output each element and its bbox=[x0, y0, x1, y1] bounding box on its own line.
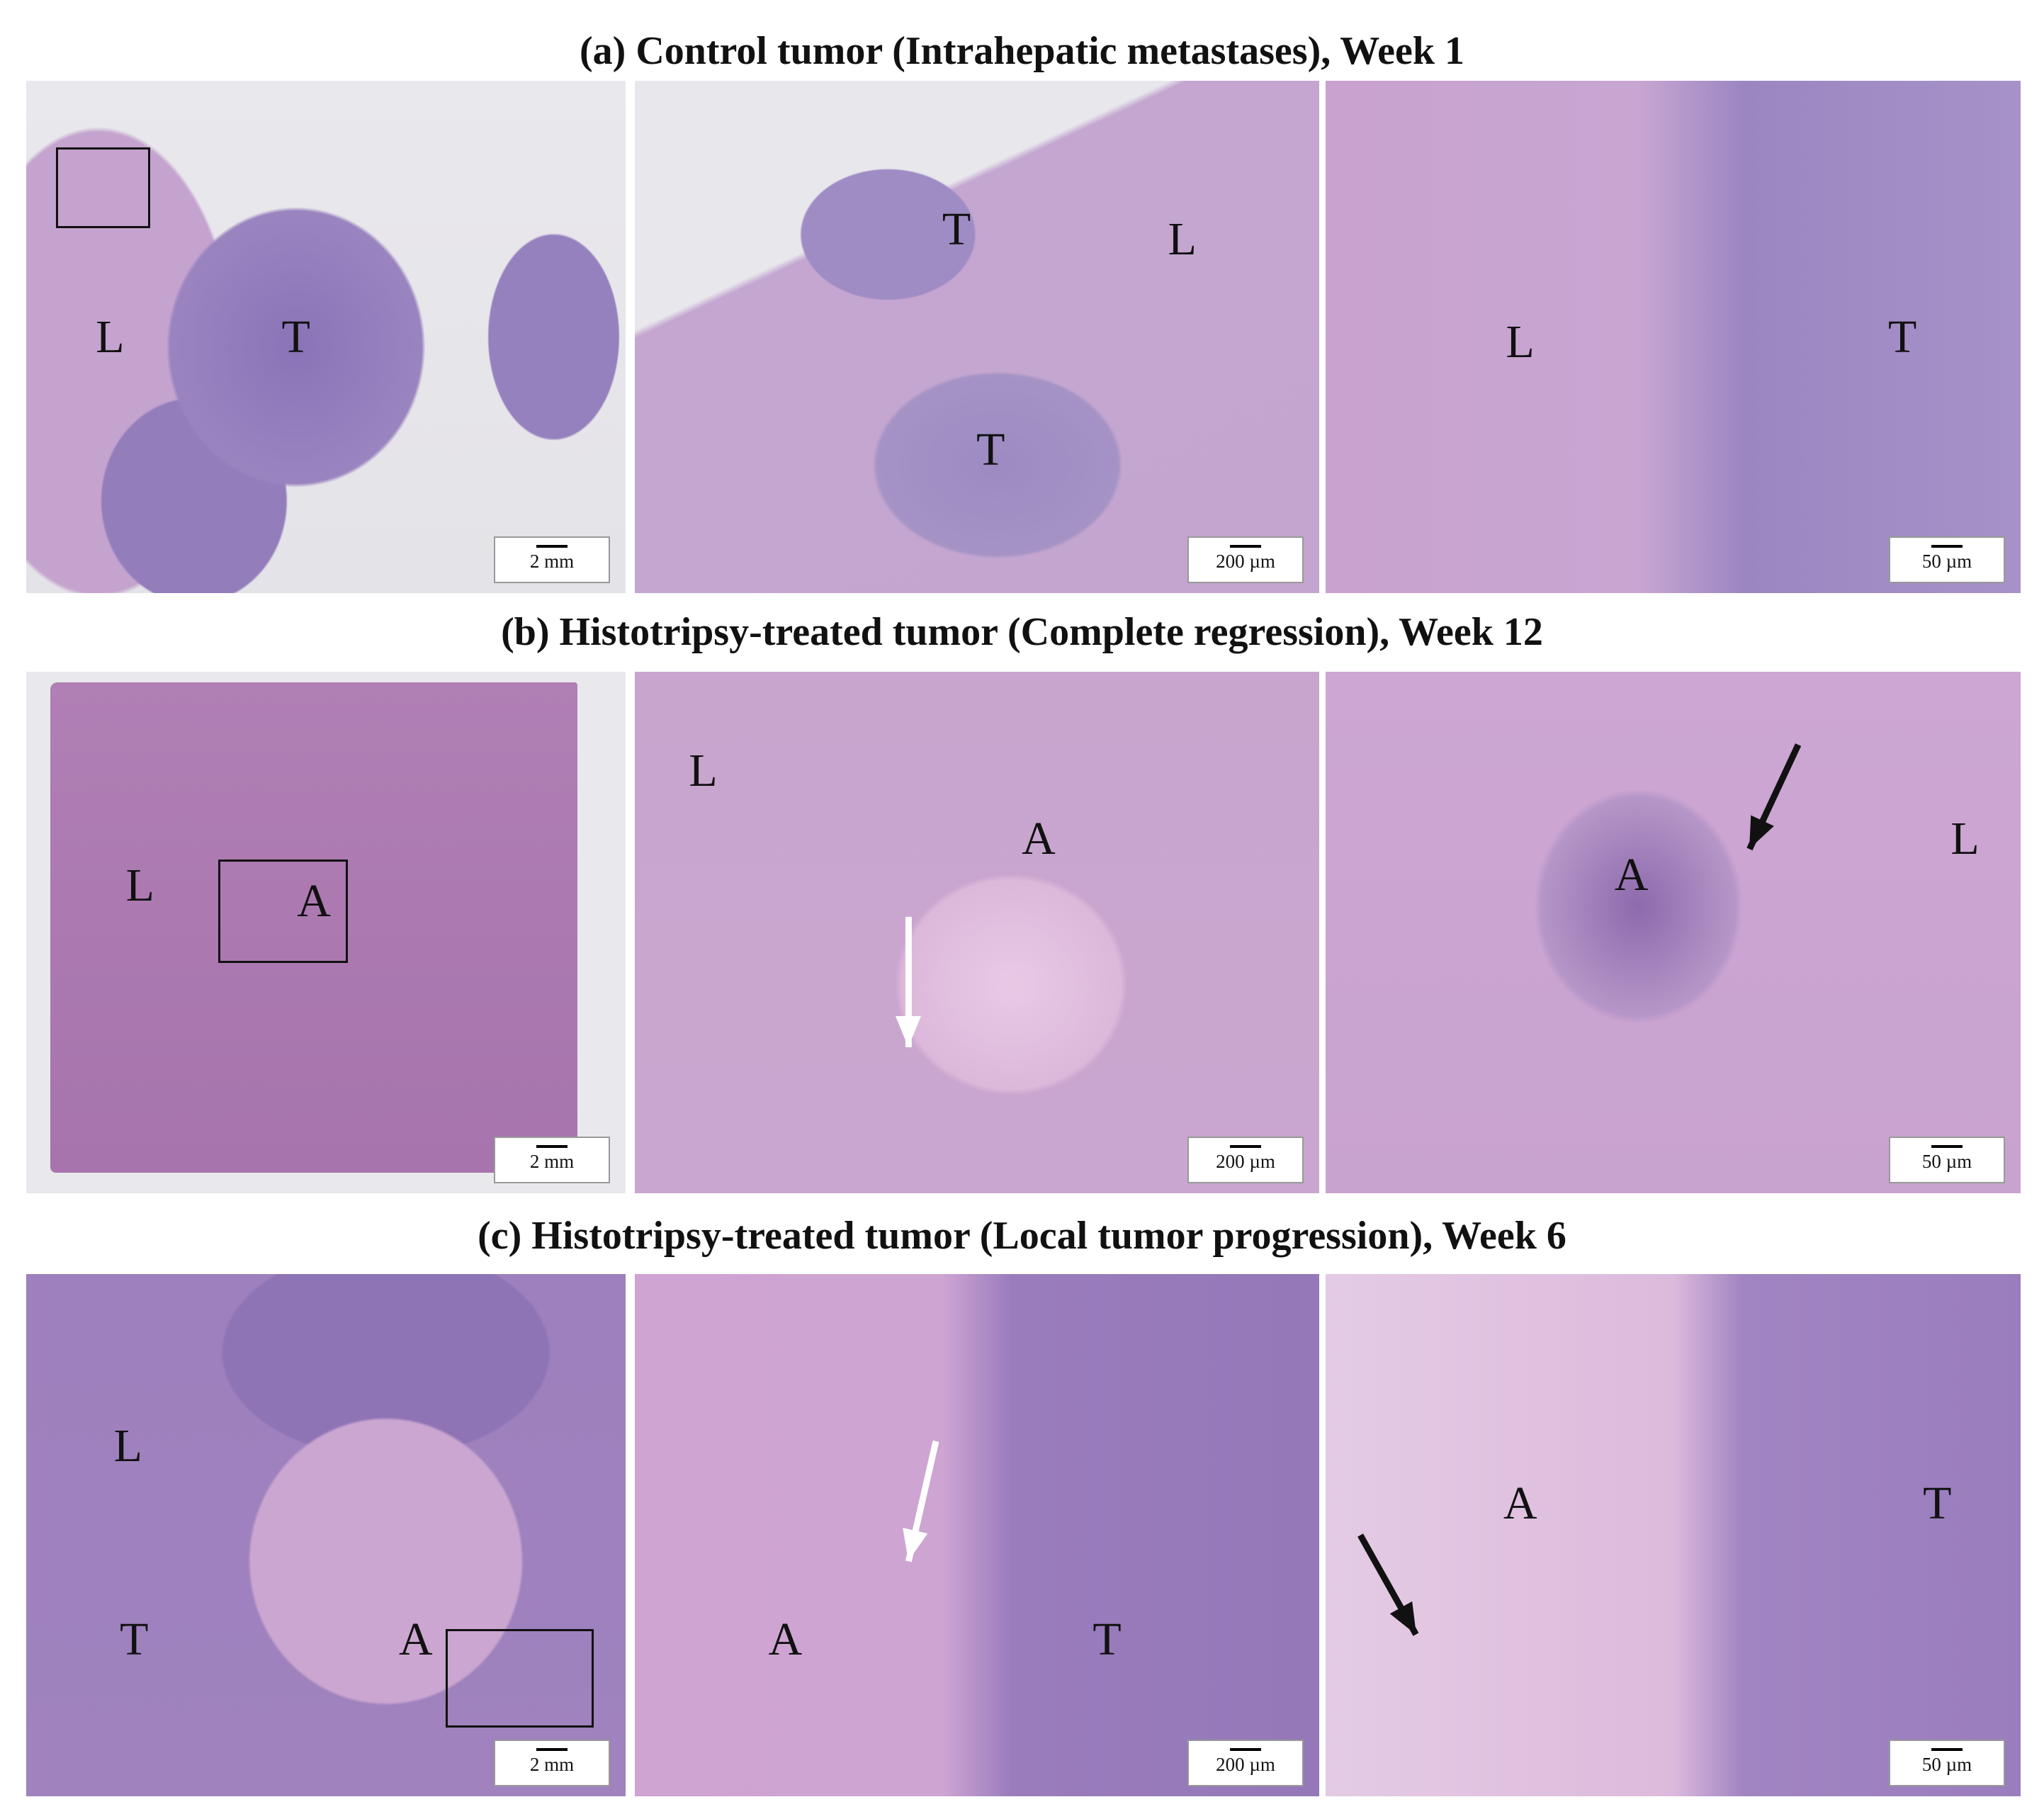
micrograph-panel: L A 2 mm bbox=[26, 672, 626, 1193]
tissue bbox=[50, 682, 578, 1173]
scale-bar-line bbox=[1230, 1145, 1261, 1148]
scale-bar-line bbox=[1230, 1748, 1261, 1751]
region-label: T bbox=[942, 203, 971, 255]
micrograph-panel: A T 50 µm bbox=[1326, 1274, 2021, 1796]
micrograph-panel: A T 200 µm bbox=[635, 1274, 1319, 1796]
inset-box bbox=[446, 1629, 594, 1728]
region-label: A bbox=[399, 1613, 433, 1665]
region-label: T bbox=[281, 310, 310, 363]
scale-bar-line bbox=[1230, 545, 1261, 548]
arrow-head bbox=[896, 1015, 922, 1047]
scale-bar: 2 mm bbox=[494, 1137, 610, 1183]
scale-bar-line bbox=[536, 545, 568, 548]
arrow bbox=[635, 1274, 1319, 1796]
micrograph-panel: L T 50 µm bbox=[1326, 81, 2021, 593]
scale-bar-label: 200 µm bbox=[1216, 1151, 1275, 1172]
region-label: L bbox=[125, 859, 154, 911]
scale-bar: 200 µm bbox=[1187, 1740, 1304, 1786]
arrow bbox=[1326, 672, 2021, 1193]
scale-bar: 50 µm bbox=[1889, 536, 2005, 583]
region-label: L bbox=[689, 744, 718, 796]
scale-bar-label: 50 µm bbox=[1921, 1151, 1972, 1172]
arrow-shaft bbox=[908, 1441, 936, 1562]
row-title: (b) Histotripsy-treated tumor (Complete … bbox=[501, 610, 1543, 654]
micrograph-panel: L T 2 mm bbox=[26, 81, 626, 593]
scale-bar-label: 200 µm bbox=[1216, 1754, 1275, 1775]
micrograph-panel: L A 200 µm bbox=[635, 672, 1319, 1193]
scale-bar: 200 µm bbox=[1187, 1137, 1304, 1183]
scale-bar-label: 2 mm bbox=[529, 1754, 575, 1775]
region-label: T bbox=[976, 423, 1005, 475]
arrow bbox=[1326, 1274, 2021, 1796]
scale-bar-label: 2 mm bbox=[529, 1151, 575, 1172]
scale-bar-label: 50 µm bbox=[1921, 1754, 1972, 1775]
micrograph-panel: T L T 200 µm bbox=[635, 81, 1319, 593]
arrow-shaft bbox=[1360, 1536, 1416, 1635]
region-label: T bbox=[120, 1613, 149, 1665]
region-label: L bbox=[1506, 315, 1535, 368]
region-label: L bbox=[113, 1420, 142, 1472]
region-label: A bbox=[1614, 849, 1649, 901]
scale-bar-label: 50 µm bbox=[1921, 551, 1972, 572]
scale-bar: 50 µm bbox=[1889, 1740, 2005, 1786]
region-label: A bbox=[768, 1613, 803, 1665]
micrograph-panel: A L 50 µm bbox=[1326, 672, 2021, 1193]
scale-bar-line bbox=[1931, 545, 1963, 548]
scale-bar: 200 µm bbox=[1187, 536, 1304, 583]
region-label: T bbox=[1092, 1613, 1122, 1665]
scale-bar-line bbox=[1931, 1748, 1963, 1751]
inset-box bbox=[56, 147, 151, 229]
region-label: A bbox=[1022, 812, 1056, 864]
row-title: (c) Histotripsy-treated tumor (Local tum… bbox=[478, 1214, 1566, 1258]
region-label: A bbox=[1503, 1477, 1537, 1530]
region-label: L bbox=[1168, 213, 1197, 266]
micrograph-panel: L T A 2 mm bbox=[26, 1274, 626, 1796]
scale-bar-label: 200 µm bbox=[1216, 551, 1275, 572]
scale-bar: 2 mm bbox=[494, 1740, 610, 1786]
region-label: A bbox=[297, 874, 331, 927]
scale-bar: 50 µm bbox=[1889, 1137, 2005, 1183]
scale-bar-label: 2 mm bbox=[529, 551, 575, 572]
arrow bbox=[635, 672, 1319, 1193]
inset-box bbox=[218, 859, 349, 963]
scale-bar-line bbox=[1931, 1145, 1963, 1148]
region-label: T bbox=[1888, 310, 1917, 363]
scale-bar-line bbox=[536, 1145, 568, 1148]
scale-bar: 2 mm bbox=[494, 536, 610, 583]
region-label: T bbox=[1923, 1477, 1952, 1530]
arrow-shaft bbox=[1749, 745, 1798, 849]
region-label: L bbox=[1950, 812, 1980, 864]
region-label: L bbox=[96, 310, 125, 363]
row-title: (a) Control tumor (Intrahepatic metastas… bbox=[580, 29, 1464, 73]
scale-bar-line bbox=[536, 1748, 568, 1751]
